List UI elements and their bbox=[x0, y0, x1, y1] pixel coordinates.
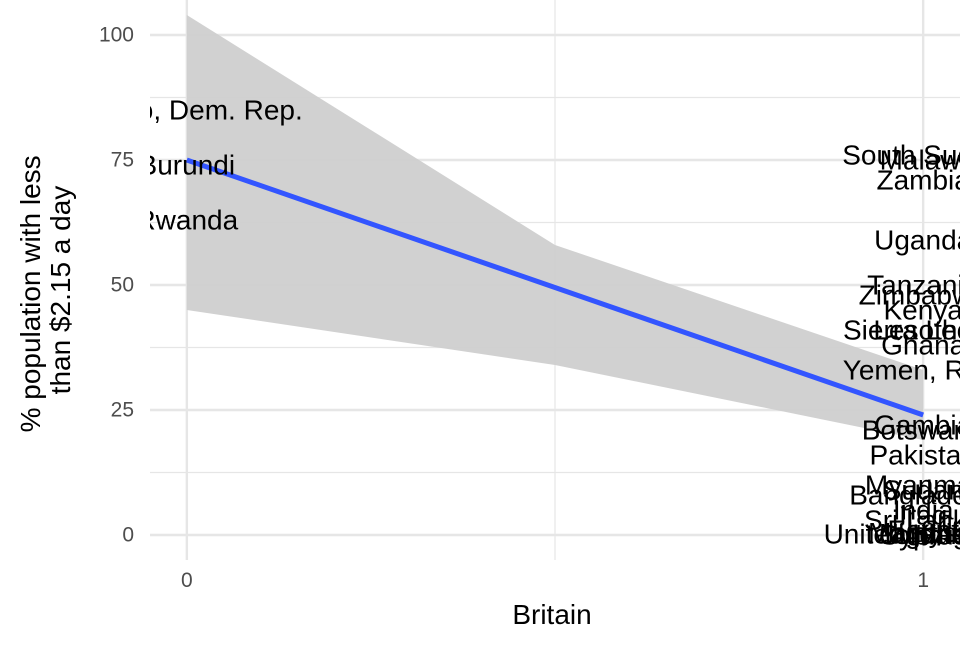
point-label: Kenya bbox=[883, 295, 963, 326]
point-label: Egypt bbox=[887, 515, 959, 546]
y-axis-ticks: 0 25 50 75 100 bbox=[99, 24, 134, 547]
point-label: Myanmar bbox=[865, 470, 972, 501]
point-label: Uganda bbox=[874, 225, 972, 256]
point-label: Zambia bbox=[876, 165, 970, 196]
point-label: United Kingdom bbox=[824, 519, 972, 550]
point-label: Cyprus bbox=[879, 520, 968, 551]
y-tick-label: 75 bbox=[111, 149, 134, 172]
point-label: Rwanda bbox=[135, 205, 238, 236]
point-label: Burundi bbox=[139, 150, 236, 181]
point-label: Zimbabwe bbox=[859, 280, 972, 311]
point-label: Malawi bbox=[880, 145, 967, 176]
point-label: Sri Lanka bbox=[864, 505, 972, 536]
y-axis-title: % population with less than $2.15 a day bbox=[15, 148, 76, 433]
point-label: Ghana bbox=[881, 330, 965, 361]
point-label: Botswana bbox=[862, 415, 972, 446]
confidence-band bbox=[186, 15, 924, 440]
x-tick-label: 1 bbox=[917, 569, 929, 592]
point-label: Jordan bbox=[880, 519, 966, 550]
y-tick-label: 100 bbox=[99, 24, 134, 47]
y-axis-title-line-1: % population with less bbox=[15, 155, 46, 432]
point-label: Congo, Dem. Rep. bbox=[71, 95, 303, 126]
point-label: Sierra Leone bbox=[843, 315, 972, 346]
y-tick-label: 0 bbox=[122, 524, 134, 547]
y-axis-title-line-2: than $2.15 a day bbox=[45, 186, 76, 395]
y-tick-label: 25 bbox=[111, 399, 134, 422]
point-label: Bangladesh bbox=[849, 480, 972, 511]
point-label: Lesotho bbox=[873, 315, 972, 346]
point-label: India bbox=[893, 495, 954, 526]
point-label: Nigeria bbox=[879, 518, 968, 549]
point-labels: Congo, Dem. Rep. Burundi Rwanda South Sudan… bbox=[71, 95, 972, 551]
regression-line bbox=[186, 157, 924, 418]
point-label: Yemen, Rep. bbox=[843, 355, 972, 386]
x-axis-title: Britain bbox=[512, 599, 591, 630]
point-label: Malaysia bbox=[868, 517, 972, 548]
point-label: Iraq bbox=[899, 500, 947, 531]
x-tick-label: 0 bbox=[181, 569, 193, 592]
y-tick-label: 50 bbox=[111, 274, 134, 297]
point-label: Gambia bbox=[874, 410, 972, 441]
point-label: Sudan bbox=[883, 475, 964, 506]
point-label: South Sudan bbox=[842, 140, 972, 171]
point-label: Pakistan bbox=[869, 440, 972, 471]
point-label: Tanzania bbox=[867, 270, 972, 301]
